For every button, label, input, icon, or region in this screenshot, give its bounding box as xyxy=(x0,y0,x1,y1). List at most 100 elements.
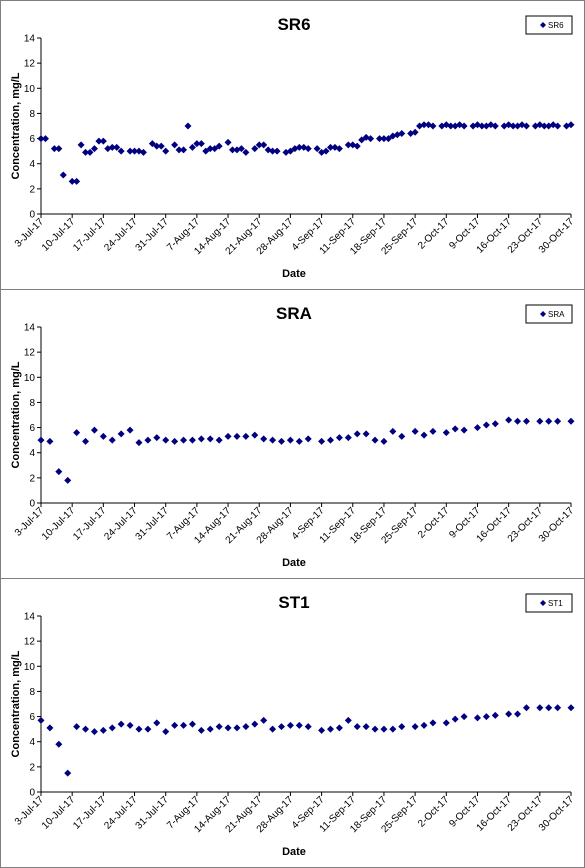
data-point xyxy=(286,721,294,729)
legend-box xyxy=(525,15,573,35)
data-point xyxy=(505,121,513,129)
data-point xyxy=(215,142,223,150)
data-point xyxy=(188,720,196,728)
data-point xyxy=(411,128,419,136)
y-tick-label: 2 xyxy=(29,184,35,195)
y-tick-label: 0 xyxy=(29,210,35,221)
chart-st1: ST1024681012143-Jul-1710-Jul-1717-Jul-17… xyxy=(10,593,576,858)
data-point xyxy=(353,723,361,731)
data-point xyxy=(237,145,245,153)
data-point xyxy=(193,140,201,148)
y-tick-label: 6 xyxy=(29,712,35,723)
data-point xyxy=(420,721,428,729)
data-point xyxy=(242,723,250,731)
data-point xyxy=(353,430,361,438)
data-point xyxy=(260,716,268,724)
data-point xyxy=(126,147,134,155)
data-point xyxy=(73,723,81,731)
data-point xyxy=(233,432,241,440)
data-point xyxy=(233,724,241,732)
data-point xyxy=(567,417,575,425)
data-point xyxy=(37,716,45,724)
data-point xyxy=(242,432,250,440)
data-point xyxy=(362,430,370,438)
data-point xyxy=(335,145,343,153)
data-point xyxy=(64,769,72,777)
data-point xyxy=(491,711,499,719)
data-point xyxy=(318,726,326,734)
y-tick-label: 8 xyxy=(29,687,35,698)
x-tick-label: 30-Oct-17 xyxy=(537,216,577,256)
data-point xyxy=(505,416,513,424)
data-point xyxy=(295,437,303,445)
data-point xyxy=(99,432,107,440)
legend-marker xyxy=(540,22,546,28)
data-point xyxy=(55,145,63,153)
data-point xyxy=(269,725,277,733)
data-point xyxy=(460,426,468,434)
data-point xyxy=(322,147,330,155)
data-point xyxy=(117,147,125,155)
y-tick-label: 4 xyxy=(29,159,35,170)
data-point xyxy=(447,122,455,130)
chart-title: SRA xyxy=(276,304,312,323)
data-point xyxy=(206,145,214,153)
data-point xyxy=(77,141,85,149)
data-point xyxy=(451,425,459,433)
data-point xyxy=(429,122,437,130)
data-point xyxy=(367,135,375,143)
data-point xyxy=(135,725,143,733)
data-point xyxy=(86,148,94,156)
data-point xyxy=(567,704,575,712)
chart-panel-sra: SRA 0 2 4 6 8 10 12 14 3-Jul-17 10-Jul-17 17-Jul-17… xyxy=(0,289,585,579)
data-point xyxy=(175,146,183,154)
data-point xyxy=(335,724,343,732)
y-tick-label: 14 xyxy=(24,612,36,623)
chart-panel-st1: ST1 0 2 4 6 8 10 12 14 3-Jul-17 10-Jul-17 17-Jul-17… xyxy=(0,578,585,868)
data-point xyxy=(171,721,179,729)
y-tick-label: 0 xyxy=(29,499,35,510)
y-tick-label: 14 xyxy=(24,34,36,45)
x-tick-label: 2-Oct-17 xyxy=(416,794,452,830)
data-point xyxy=(522,122,530,130)
data-point xyxy=(380,135,388,143)
data-point xyxy=(37,436,45,444)
data-point xyxy=(90,728,98,736)
data-point xyxy=(509,122,517,130)
legend-box xyxy=(525,304,573,324)
data-point xyxy=(73,429,81,437)
data-point xyxy=(478,122,486,130)
y-tick-label: 10 xyxy=(24,373,36,384)
data-point xyxy=(117,430,125,438)
data-point xyxy=(197,726,205,734)
data-point xyxy=(429,719,437,727)
data-point xyxy=(420,121,428,129)
data-point xyxy=(554,122,562,130)
data-point xyxy=(567,121,575,129)
data-point xyxy=(429,427,437,435)
data-point xyxy=(540,122,548,130)
y-axis-title: Concentration, mg/L xyxy=(10,650,22,757)
y-tick-label: 8 xyxy=(29,109,35,120)
legend: SRA xyxy=(525,304,573,324)
data-point xyxy=(153,142,161,150)
data-point xyxy=(269,147,277,155)
y-tick-label: 12 xyxy=(24,637,36,648)
data-point xyxy=(522,704,530,712)
data-point xyxy=(64,476,72,484)
data-point xyxy=(162,436,170,444)
data-point xyxy=(318,437,326,445)
data-point xyxy=(420,431,428,439)
data-point xyxy=(99,137,107,145)
chart-panel-sr6: SR6 0 2 4 6 8 10 12 14 3-Jul-17 10-Jul-17 17-Jul-17… xyxy=(0,0,585,290)
data-point xyxy=(536,417,544,425)
data-point xyxy=(460,713,468,721)
y-tick-label: 2 xyxy=(29,473,35,484)
data-point xyxy=(131,147,139,155)
data-point xyxy=(37,135,45,143)
data-point xyxy=(295,721,303,729)
data-point xyxy=(411,723,419,731)
data-point xyxy=(82,148,90,156)
data-point xyxy=(251,720,259,728)
data-point xyxy=(398,130,406,138)
